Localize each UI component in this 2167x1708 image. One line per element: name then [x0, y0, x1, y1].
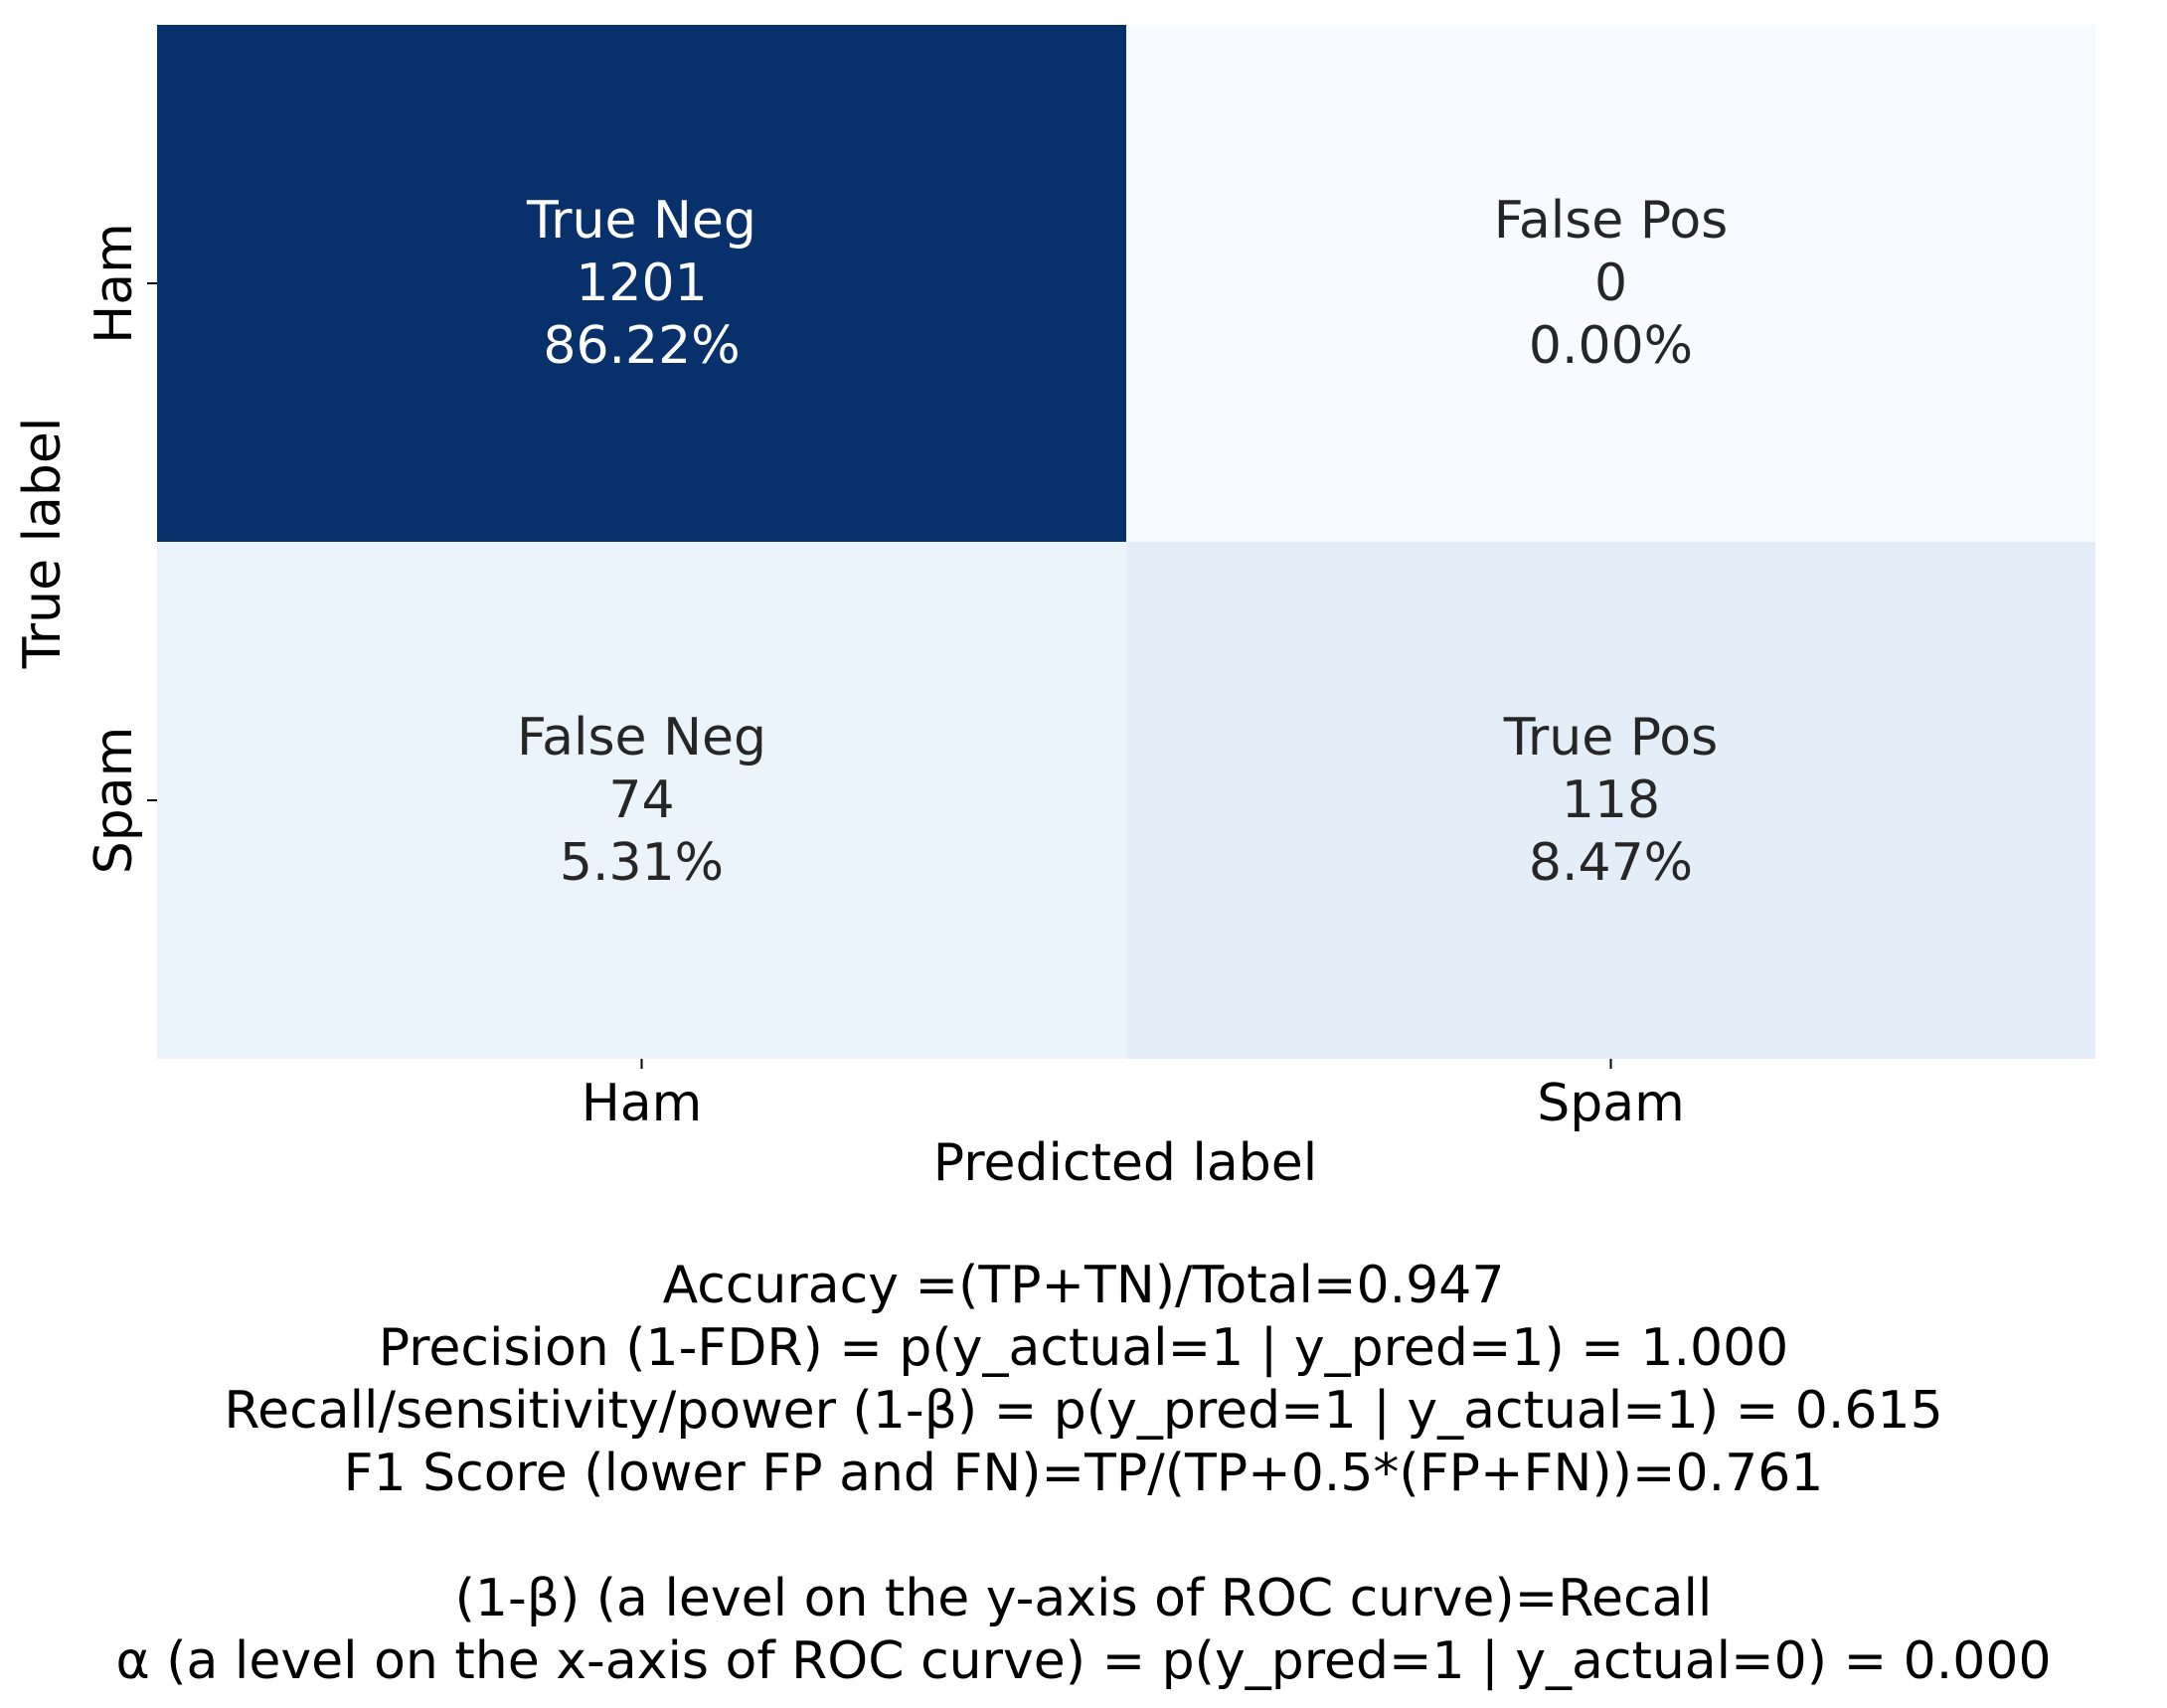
heatmap-cell [157, 25, 1126, 542]
cell-percent-label: 86.22% [543, 316, 740, 376]
cell-percent-label: 5.31% [560, 833, 724, 893]
f1-score-text: F1 Score (lower FP and FN)=TP/(TP+0.5*(F… [343, 1444, 1824, 1503]
cell-count-label: 74 [608, 770, 674, 830]
cell-count-label: 1201 [576, 254, 707, 313]
x-axis: Ham Spam [582, 1059, 1685, 1133]
accuracy-text: Accuracy =(TP+TN)/Total=0.947 [662, 1256, 1505, 1315]
cell-name-label: True Neg [526, 191, 756, 251]
heatmap-cells [157, 25, 2095, 1059]
cell-name-label: False Pos [1494, 191, 1728, 251]
y-axis: Ham Spam [84, 223, 157, 874]
metrics-spacer [0, 1505, 2167, 1568]
x-axis-label: Predicted label [933, 1133, 1317, 1193]
cell-count-label: 0 [1594, 254, 1627, 313]
heatmap-cell [1126, 25, 2095, 542]
cell-percent-label: 8.47% [1529, 833, 1693, 893]
cell-name-label: True Pos [1503, 708, 1718, 768]
cell-name-label: False Neg [517, 708, 766, 768]
y-tick-label: Ham [84, 223, 144, 344]
y-axis-label: True label [13, 418, 73, 670]
heatmap-cell [157, 542, 1126, 1059]
x-tick-label: Ham [582, 1074, 703, 1133]
recall-text: Recall/sensitivity/power (1-β) = p(y_pre… [224, 1381, 1943, 1441]
cell-count-label: 118 [1562, 770, 1660, 830]
x-tick-label: Spam [1537, 1074, 1685, 1133]
cell-percent-label: 0.00% [1529, 316, 1693, 376]
roc-x-text: α (a level on the x-axis of ROC curve) =… [115, 1631, 2052, 1691]
y-tick-label: Spam [84, 727, 144, 875]
precision-text: Precision (1-FDR) = p(y_actual=1 | y_pre… [378, 1318, 1789, 1378]
heatmap-cell [1126, 542, 2095, 1059]
roc-y-text: (1-β) (a level on the y-axis of ROC curv… [454, 1569, 1713, 1628]
metrics-summary: Accuracy =(TP+TN)/Total=0.947 Precision … [0, 1255, 2167, 1693]
